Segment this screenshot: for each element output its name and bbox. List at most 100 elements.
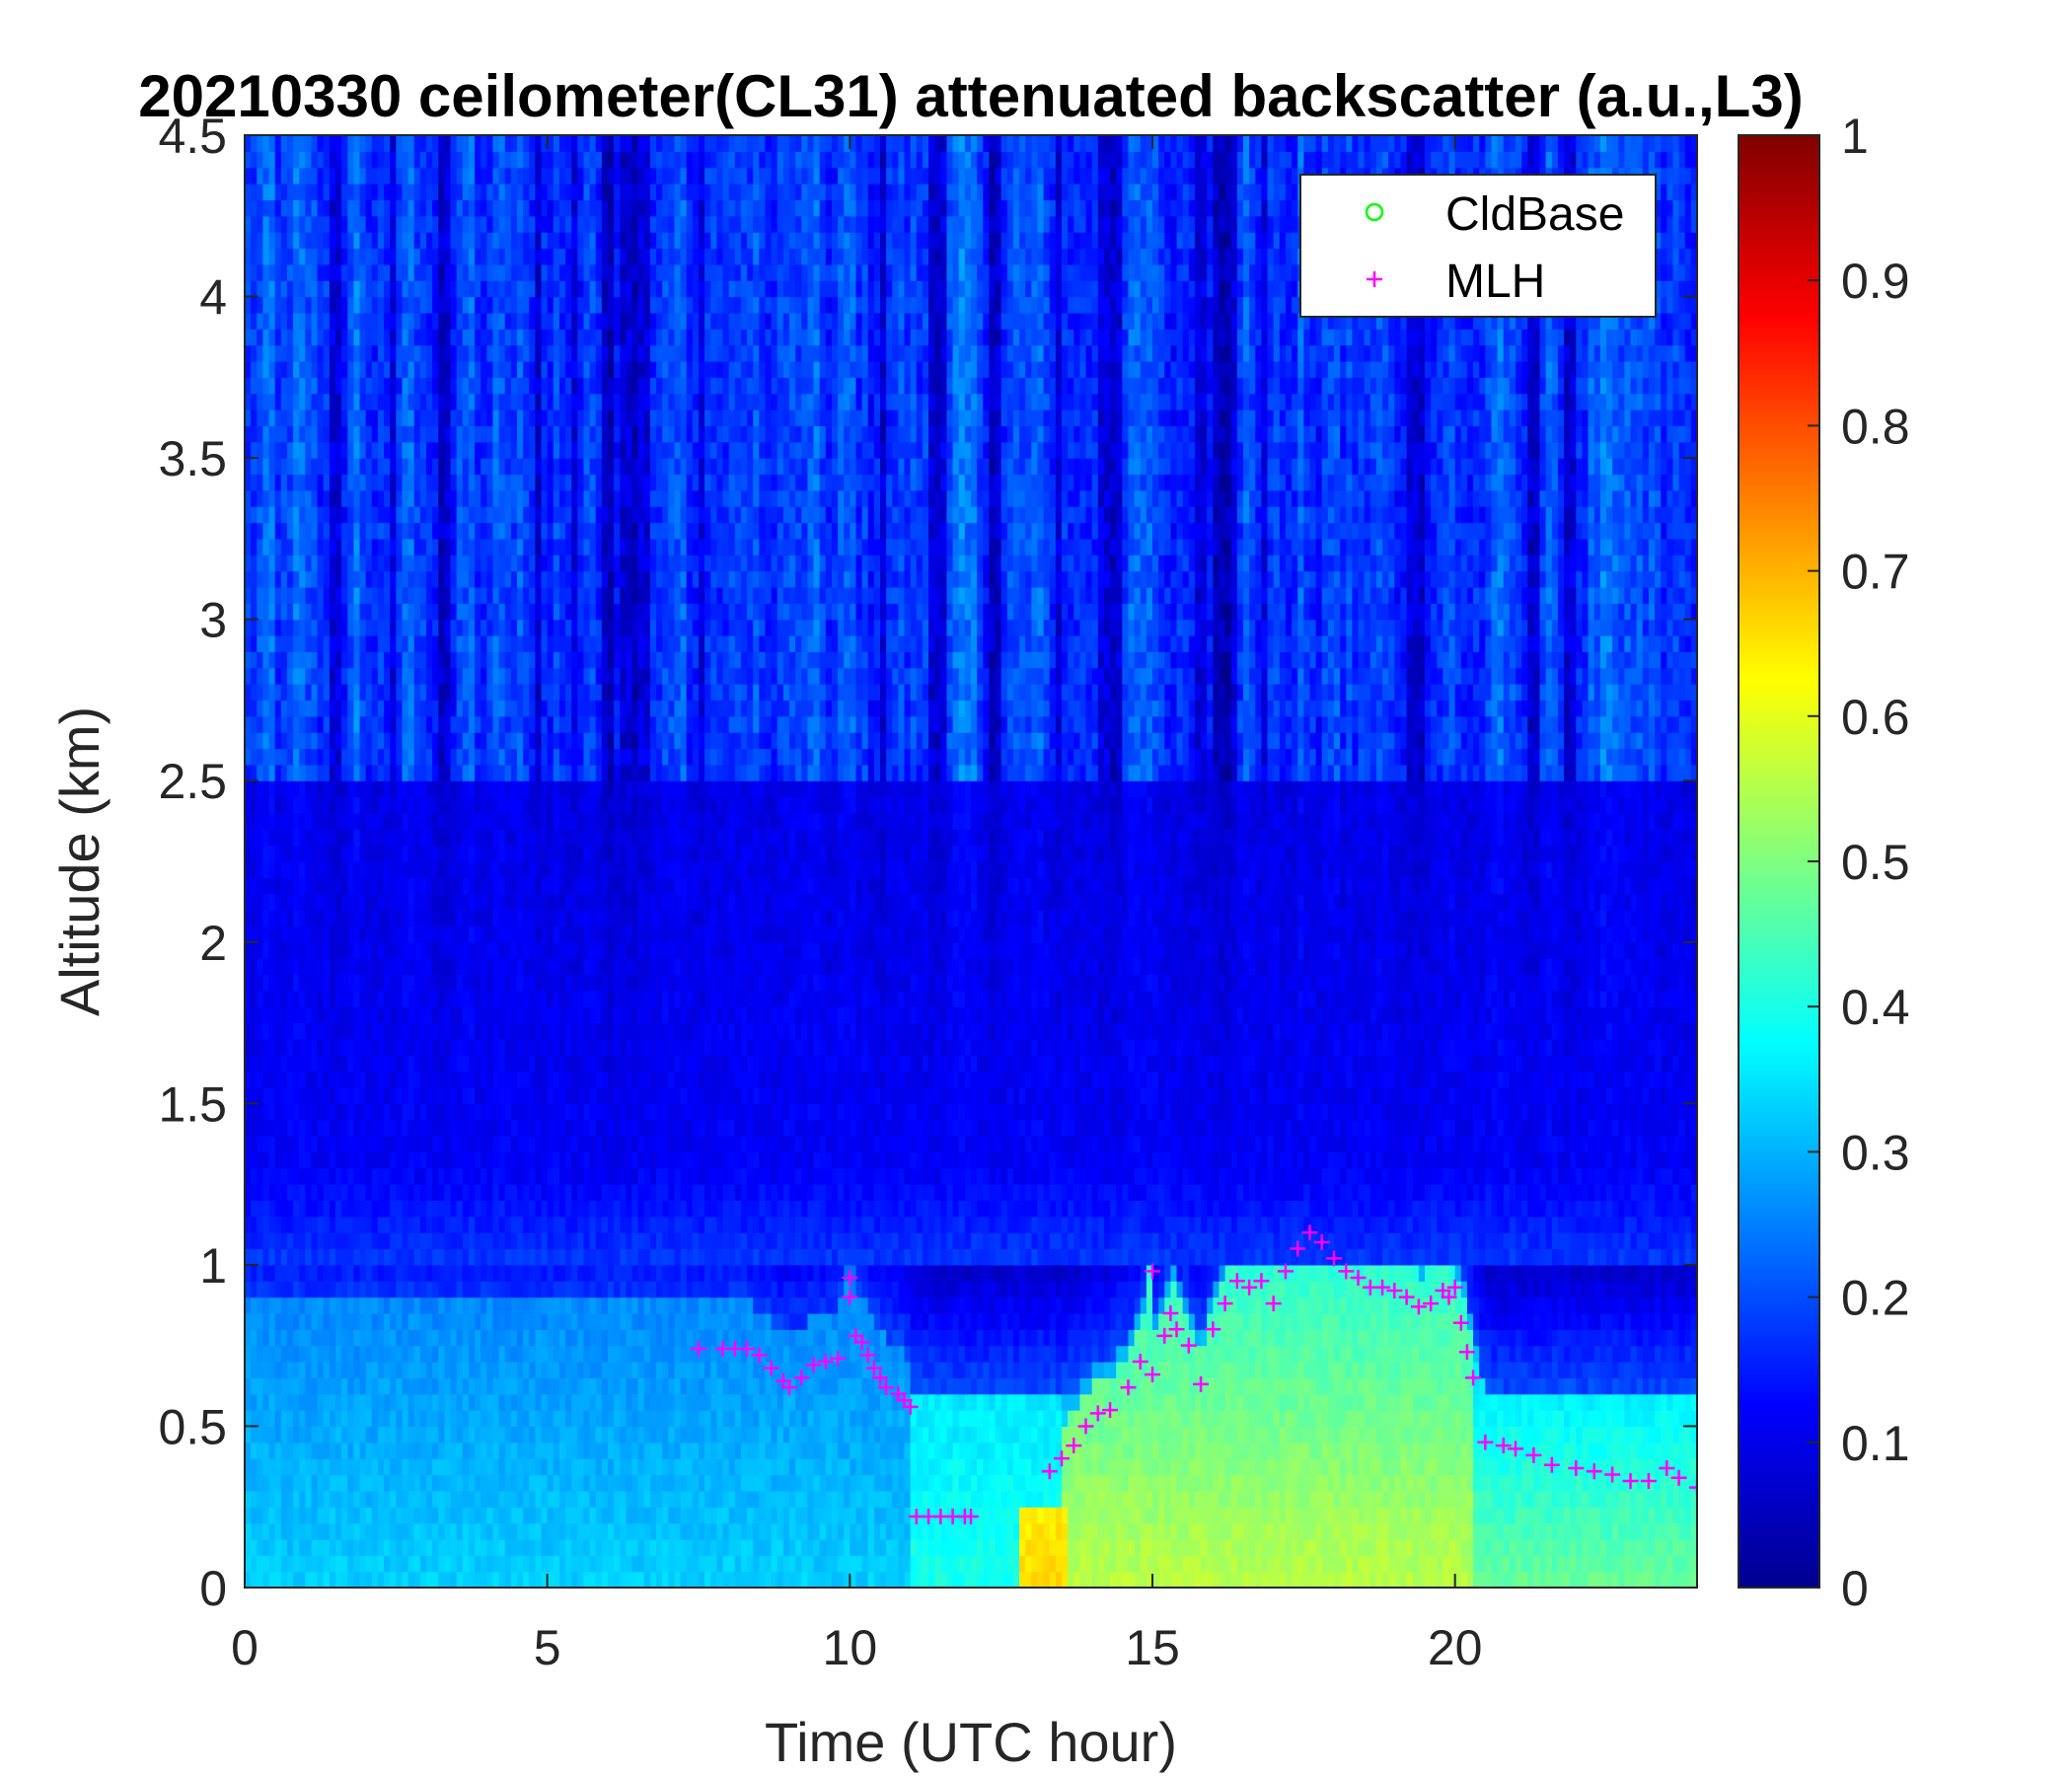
heatmap-cell xyxy=(414,555,421,571)
heatmap-cell xyxy=(548,846,555,862)
heatmap-cell xyxy=(360,151,367,168)
heatmap-cell xyxy=(305,1217,312,1233)
heatmap-cell xyxy=(475,1313,481,1330)
heatmap-cell xyxy=(281,635,288,652)
heatmap-cell xyxy=(396,232,403,249)
heatmap-cell xyxy=(438,1507,445,1523)
heatmap-cell xyxy=(305,846,312,862)
heatmap-cell xyxy=(281,1297,288,1314)
heatmap-cell xyxy=(505,1151,512,1168)
heatmap-cell xyxy=(269,1184,276,1201)
heatmap-cell xyxy=(305,361,312,378)
heatmap-cell xyxy=(463,1523,470,1540)
heatmap-cell xyxy=(469,603,476,620)
heatmap-cell xyxy=(420,1297,427,1314)
heatmap-cell xyxy=(384,216,391,233)
heatmap-cell xyxy=(559,846,566,862)
heatmap-cell xyxy=(269,184,276,200)
heatmap-cell xyxy=(251,264,258,281)
heatmap-cell xyxy=(571,280,578,297)
heatmap-cell xyxy=(529,1329,536,1346)
heatmap-cell xyxy=(347,910,354,926)
heatmap-cell xyxy=(372,1200,379,1217)
heatmap-cell xyxy=(486,377,493,394)
heatmap-cell xyxy=(366,749,373,766)
heatmap-cell xyxy=(251,490,258,507)
heatmap-cell xyxy=(451,248,458,264)
heatmap-cell xyxy=(511,925,518,942)
heatmap-cell xyxy=(347,264,354,281)
heatmap-cell xyxy=(335,1281,342,1297)
heatmap-cell xyxy=(347,232,354,249)
heatmap-cell xyxy=(451,1168,458,1185)
heatmap-cell xyxy=(311,942,318,959)
heatmap-cell xyxy=(335,1329,342,1346)
heatmap-cell xyxy=(414,1507,421,1523)
heatmap-cell xyxy=(438,1184,445,1201)
heatmap-cell xyxy=(571,1362,578,1378)
heatmap-cell xyxy=(390,1103,397,1120)
heatmap-cell xyxy=(475,1329,481,1346)
heatmap-cell xyxy=(565,780,572,797)
heatmap-cell xyxy=(414,1249,421,1266)
heatmap-cell xyxy=(318,1346,325,1363)
heatmap-cell xyxy=(548,797,555,814)
heatmap-cell xyxy=(390,1507,397,1523)
heatmap-cell xyxy=(432,1539,439,1556)
heatmap-cell xyxy=(457,829,464,846)
heatmap-cell xyxy=(571,523,578,540)
heatmap-cell xyxy=(451,490,458,507)
heatmap-cell xyxy=(299,409,306,426)
heatmap-cell xyxy=(451,749,458,766)
heatmap-cell xyxy=(414,425,421,442)
heatmap-cell xyxy=(475,1491,481,1508)
heatmap-cell xyxy=(396,280,403,297)
heatmap-cell xyxy=(335,1151,342,1168)
heatmap-cell xyxy=(384,925,391,942)
heatmap-cell xyxy=(469,523,476,540)
heatmap-cell xyxy=(372,846,379,862)
heatmap-cell xyxy=(341,668,348,685)
heatmap-cell xyxy=(457,942,464,959)
heatmap-cell xyxy=(559,1281,566,1297)
heatmap-cell xyxy=(481,1443,487,1459)
heatmap-cell xyxy=(517,603,524,620)
heatmap-cell xyxy=(577,1217,584,1233)
heatmap-cell xyxy=(372,861,379,878)
heatmap-cell xyxy=(396,1572,403,1589)
heatmap-cell xyxy=(299,1184,306,1201)
heatmap-cell xyxy=(571,297,578,314)
heatmap-cell xyxy=(275,1120,282,1137)
heatmap-cell xyxy=(335,1458,342,1475)
heatmap-cell xyxy=(492,894,499,911)
heatmap-cell xyxy=(577,1458,584,1475)
heatmap-cell xyxy=(469,732,476,749)
heatmap-cell xyxy=(517,1523,524,1540)
heatmap-cell xyxy=(523,425,530,442)
heatmap-cell xyxy=(438,749,445,766)
heatmap-cell xyxy=(384,1184,391,1201)
heatmap-cell xyxy=(251,1507,258,1523)
heatmap-cell xyxy=(341,571,348,588)
heatmap-cell xyxy=(432,506,439,523)
heatmap-cell xyxy=(347,925,354,942)
heatmap-cell xyxy=(414,1281,421,1297)
heatmap-cell xyxy=(251,474,258,490)
heatmap-cell xyxy=(486,329,493,345)
heatmap-cell xyxy=(535,490,542,507)
heatmap-cell xyxy=(299,1023,306,1040)
heatmap-cell xyxy=(353,1539,360,1556)
heatmap-cell xyxy=(535,1072,542,1088)
heatmap-cell xyxy=(542,587,549,604)
heatmap-cell xyxy=(311,1426,318,1443)
heatmap-cell xyxy=(402,409,408,426)
heatmap-cell xyxy=(469,232,476,249)
heatmap-cell xyxy=(347,651,354,668)
heatmap-cell xyxy=(529,1265,536,1282)
heatmap-cell xyxy=(457,151,464,168)
heatmap-cell xyxy=(269,1475,276,1492)
heatmap-cell xyxy=(324,1539,331,1556)
heatmap-cell xyxy=(492,974,499,991)
heatmap-cell xyxy=(511,684,518,701)
heatmap-cell xyxy=(396,1539,403,1556)
